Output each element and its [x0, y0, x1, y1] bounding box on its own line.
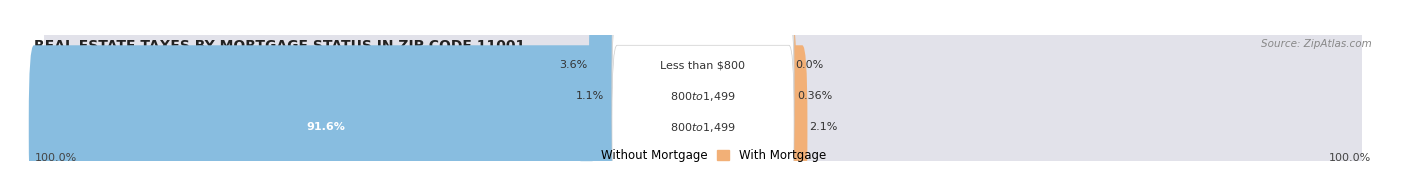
FancyBboxPatch shape: [28, 45, 621, 196]
FancyBboxPatch shape: [605, 14, 621, 178]
FancyBboxPatch shape: [612, 14, 794, 178]
Text: $800 to $1,499: $800 to $1,499: [671, 121, 735, 134]
FancyBboxPatch shape: [612, 45, 794, 196]
FancyBboxPatch shape: [612, 0, 794, 147]
Text: 2.1%: 2.1%: [808, 122, 837, 132]
Text: 100.0%: 100.0%: [1329, 153, 1371, 163]
FancyBboxPatch shape: [44, 0, 1362, 196]
Text: 0.0%: 0.0%: [796, 60, 824, 70]
Text: REAL ESTATE TAXES BY MORTGAGE STATUS IN ZIP CODE 11001: REAL ESTATE TAXES BY MORTGAGE STATUS IN …: [35, 39, 526, 53]
Text: 3.6%: 3.6%: [560, 60, 588, 70]
FancyBboxPatch shape: [589, 0, 621, 147]
Text: 1.1%: 1.1%: [575, 91, 603, 101]
Text: Less than $800: Less than $800: [661, 60, 745, 70]
Text: 0.36%: 0.36%: [797, 91, 832, 101]
FancyBboxPatch shape: [785, 14, 796, 178]
Legend: Without Mortgage, With Mortgage: Without Mortgage, With Mortgage: [581, 149, 825, 162]
Text: 91.6%: 91.6%: [307, 122, 344, 132]
FancyBboxPatch shape: [785, 45, 807, 196]
Text: 100.0%: 100.0%: [35, 153, 77, 163]
Text: Source: ZipAtlas.com: Source: ZipAtlas.com: [1261, 39, 1371, 49]
Text: $800 to $1,499: $800 to $1,499: [671, 90, 735, 103]
FancyBboxPatch shape: [44, 0, 1362, 196]
FancyBboxPatch shape: [44, 0, 1362, 196]
